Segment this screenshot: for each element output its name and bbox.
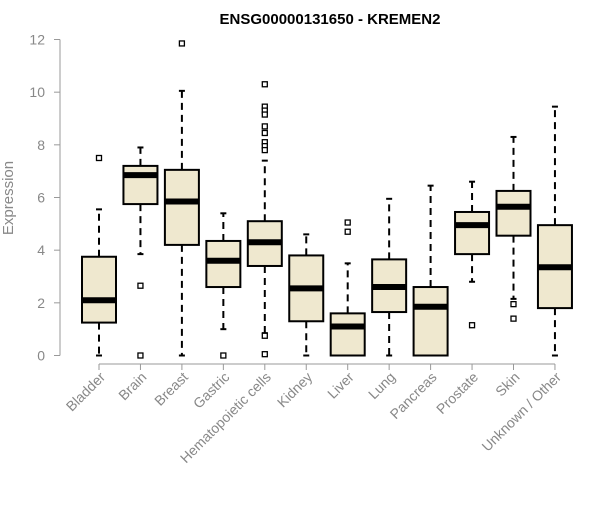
iqr-box [412, 286, 449, 357]
outlier-point [95, 154, 103, 162]
outlier-point [344, 219, 351, 226]
box-breast [163, 40, 200, 357]
box-kidney [288, 233, 325, 357]
outlier-point [137, 282, 144, 289]
x-tick-label: Kidney [274, 369, 316, 411]
y-tick-label: 12 [29, 32, 45, 48]
box-lung [371, 197, 408, 357]
box-brain [122, 146, 159, 359]
box-skin [495, 135, 532, 322]
x-tick-label: Skin [492, 369, 523, 400]
outlier-point [510, 300, 517, 308]
y-tick-label: 8 [37, 137, 45, 153]
outlier-point [344, 228, 351, 235]
box-liver [329, 219, 366, 357]
x-tick-label: Bladder [63, 369, 109, 415]
x-tick-label: Liver [324, 369, 357, 402]
outlier-point [261, 111, 268, 118]
box-pancreas [412, 184, 449, 357]
iqr-box [122, 164, 159, 206]
outlier-point [261, 81, 268, 88]
iqr-box [81, 255, 117, 324]
x-tick-label: Breast [151, 369, 191, 409]
y-axis-label: Expression [0, 161, 17, 235]
y-tick-label: 4 [37, 242, 45, 258]
outlier-point [261, 351, 268, 358]
outlier-point [468, 322, 476, 329]
outlier-point [220, 352, 227, 359]
y-tick-label: 6 [37, 190, 45, 206]
box-hematopoietic-cells [246, 81, 283, 358]
y-tick-label: 10 [29, 84, 45, 100]
outlier-point [261, 146, 268, 154]
chart-title: ENSG00000131650 - KREMEN2 [220, 11, 441, 28]
outlier-point [510, 315, 517, 322]
boxes-group [81, 40, 573, 359]
box-prostate [454, 180, 491, 329]
box-bladder [81, 154, 117, 357]
outlier-point [261, 332, 268, 339]
outlier-point [261, 123, 268, 130]
y-tick-label: 2 [37, 295, 45, 311]
iqr-box [329, 312, 366, 357]
iqr-box [495, 189, 532, 237]
x-tick-label: Unknown / Other [478, 369, 564, 455]
outlier-point [261, 129, 268, 137]
iqr-box [454, 210, 491, 256]
y-tick-label: 0 [37, 348, 45, 364]
outlier-point [137, 352, 144, 359]
box-gastric [205, 212, 242, 359]
x-tick-label: Brain [115, 369, 149, 403]
x-tick-label: Prostate [433, 369, 481, 417]
box-unknown-other [536, 105, 573, 357]
outlier-point [178, 40, 186, 47]
iqr-box [205, 239, 242, 289]
x-tick-label: Lung [365, 369, 398, 402]
iqr-box [163, 168, 200, 246]
